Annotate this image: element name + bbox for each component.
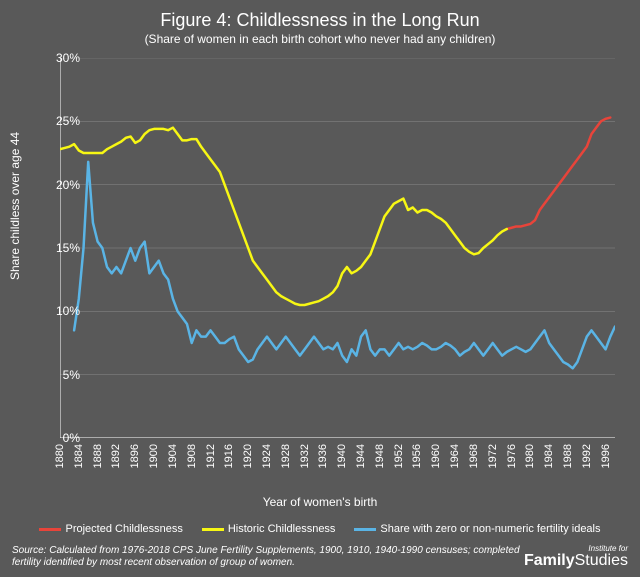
legend-swatch-ideals — [354, 528, 376, 531]
plot-area — [60, 58, 615, 438]
x-tick-label: 1912 — [205, 444, 217, 468]
legend-label-projected: Projected Childlessness — [65, 523, 182, 535]
x-tick-label: 1964 — [449, 444, 461, 468]
y-tick-label: 15% — [50, 241, 80, 255]
x-tick-label: 1984 — [543, 444, 555, 468]
legend-item-historic: Historic Childlessness — [202, 523, 336, 535]
y-tick-label: 25% — [50, 114, 80, 128]
x-tick-label: 1976 — [506, 444, 518, 468]
x-tick-label: 1892 — [110, 444, 122, 468]
chart-subtitle: (Share of women in each birth cohort who… — [0, 32, 640, 46]
x-tick-label: 1888 — [92, 444, 104, 468]
legend-label-ideals: Share with zero or non-numeric fertility… — [380, 523, 600, 535]
x-tick-label: 1924 — [261, 444, 273, 468]
legend: Projected Childlessness Historic Childle… — [30, 523, 610, 535]
x-tick-label: 1900 — [148, 444, 160, 468]
y-tick-label: 20% — [50, 178, 80, 192]
x-tick-label: 1928 — [280, 444, 292, 468]
x-tick-label: 1920 — [242, 444, 254, 468]
legend-swatch-projected — [39, 528, 61, 531]
x-tick-label: 1988 — [562, 444, 574, 468]
legend-swatch-historic — [202, 528, 224, 531]
y-tick-label: 30% — [50, 51, 80, 65]
x-tick-label: 1884 — [73, 444, 85, 468]
logo-light: Studies — [575, 552, 628, 569]
x-tick-label: 1972 — [487, 444, 499, 468]
legend-item-ideals: Share with zero or non-numeric fertility… — [354, 523, 600, 535]
y-tick-label: 0% — [50, 431, 80, 445]
legend-item-projected: Projected Childlessness — [39, 523, 182, 535]
x-tick-label: 1896 — [129, 444, 141, 468]
x-tick-label: 1880 — [54, 444, 66, 468]
x-tick-label: 1948 — [374, 444, 386, 468]
x-tick-label: 1956 — [411, 444, 423, 468]
x-tick-label: 1996 — [600, 444, 612, 468]
y-axis-label: Share childless over age 44 — [8, 132, 22, 280]
logo: Institute for FamilyStudies — [524, 545, 628, 569]
x-tick-label: 1936 — [317, 444, 329, 468]
legend-label-historic: Historic Childlessness — [228, 523, 336, 535]
chart-title: Figure 4: Childlessness in the Long Run — [0, 10, 640, 31]
x-axis-label: Year of women's birth — [0, 495, 640, 509]
chart-container: Figure 4: Childlessness in the Long Run … — [0, 0, 640, 577]
x-tick-label: 1968 — [468, 444, 480, 468]
x-tick-label: 1932 — [299, 444, 311, 468]
source-note: Source: Calculated from 1976-2018 CPS Ju… — [12, 545, 520, 569]
logo-bold: Family — [524, 552, 575, 569]
x-tick-label: 1952 — [393, 444, 405, 468]
x-tick-label: 1960 — [430, 444, 442, 468]
x-tick-label: 1904 — [167, 444, 179, 468]
x-tick-label: 1940 — [336, 444, 348, 468]
logo-main: FamilyStudies — [524, 553, 628, 569]
x-tick-label: 1916 — [223, 444, 235, 468]
y-tick-label: 10% — [50, 304, 80, 318]
x-tick-label: 1908 — [186, 444, 198, 468]
x-tick-label: 1944 — [355, 444, 367, 468]
x-tick-label: 1992 — [581, 444, 593, 468]
x-tick-label: 1980 — [524, 444, 536, 468]
y-tick-label: 5% — [50, 368, 80, 382]
